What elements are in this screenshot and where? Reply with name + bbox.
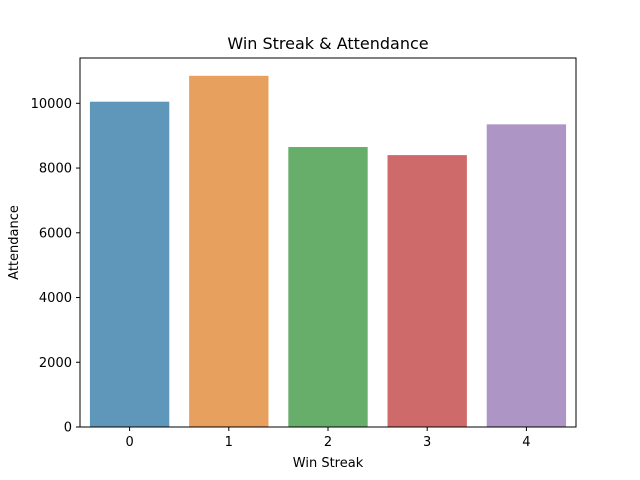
bar-2 [288, 147, 368, 427]
x-tick-label: 4 [522, 435, 530, 450]
chart-title: Win Streak & Attendance [227, 34, 428, 53]
x-tick-label: 2 [324, 435, 332, 450]
y-axis-label: Attendance [7, 205, 22, 280]
y-tick-label: 0 [64, 421, 72, 436]
y-tick-label: 10000 [31, 97, 72, 112]
bar-1 [189, 75, 269, 427]
plot-frame [79, 57, 577, 428]
y-tick-label: 2000 [39, 356, 72, 371]
y-tick-label: 6000 [39, 226, 72, 241]
x-tick-label: 0 [125, 435, 133, 450]
bar-4 [486, 124, 567, 428]
y-tick-label: 4000 [39, 291, 72, 306]
x-tick-label: 3 [423, 435, 431, 450]
x-axis-label: Win Streak [293, 456, 364, 471]
bars-layer [89, 75, 567, 428]
y-axis-ticks: 0 2000 4000 6000 8000 10000 [31, 97, 80, 436]
bar-0 [89, 101, 170, 428]
x-axis-ticks: 0 1 2 3 4 [125, 427, 531, 450]
x-tick-label: 1 [225, 435, 233, 450]
bar-3 [387, 155, 467, 427]
y-tick-label: 8000 [39, 162, 72, 177]
